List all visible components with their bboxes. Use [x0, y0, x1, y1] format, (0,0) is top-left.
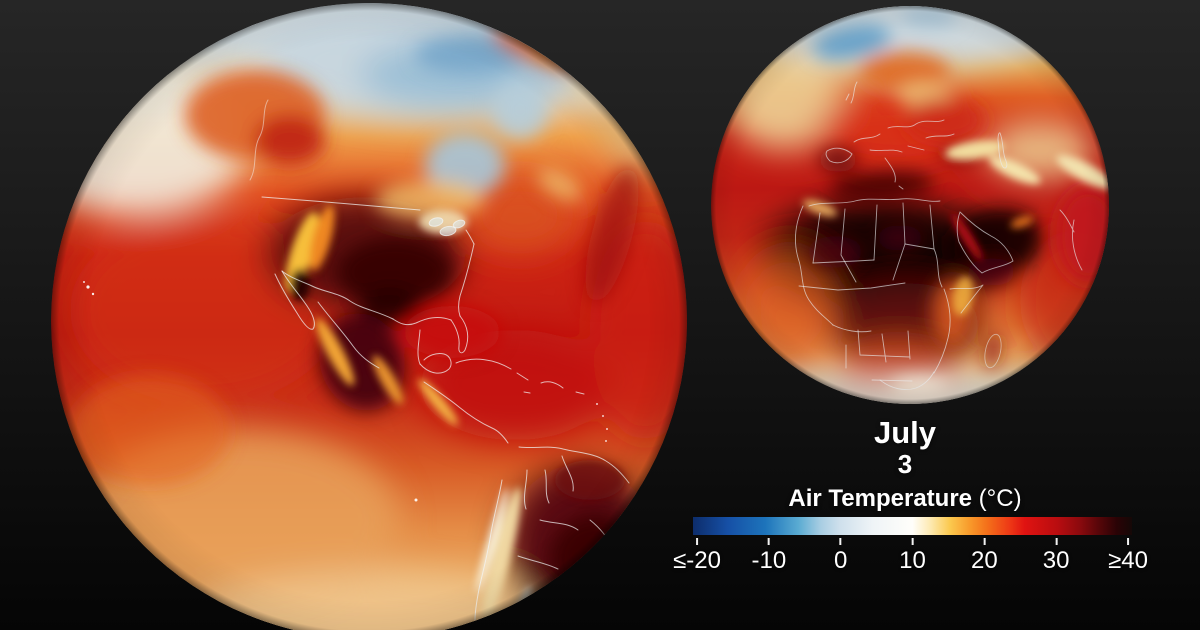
legend-title: Air Temperature (°C) — [788, 485, 1021, 513]
right-globe-rim-shade — [711, 6, 1109, 404]
tick-label: ≤-20 — [673, 547, 721, 574]
legend-title-text: Air Temperature — [788, 485, 973, 512]
colorbar-tick: 30 — [1043, 538, 1070, 575]
colorbar-ticks: ≤-20 -10 0 10 20 30 ≥40 — [673, 538, 1148, 578]
colorbar-tick: 0 — [834, 538, 847, 575]
legend-date-day: 3 — [897, 449, 913, 479]
tick-label: ≥40 — [1108, 547, 1148, 574]
tick-label: 20 — [970, 547, 998, 574]
colorbar-tick: 10 — [899, 538, 926, 575]
colorbar-tick: 20 — [971, 538, 998, 575]
tick-mark — [695, 538, 698, 545]
colorbar-tick: ≤-20 — [673, 538, 721, 575]
tick-label: 10 — [899, 547, 926, 574]
tick-mark — [767, 538, 770, 545]
tick-label: -10 — [751, 547, 787, 574]
colorbar-tick: ≥40 — [1108, 538, 1148, 575]
tick-label: 0 — [833, 547, 848, 574]
legend-title-units: (°C) — [972, 485, 1022, 512]
tick-mark — [1055, 538, 1058, 545]
tick-mark — [839, 538, 842, 545]
tick-mark — [1127, 538, 1129, 545]
tick-label: 30 — [1042, 547, 1070, 574]
legend-date-month: July — [873, 415, 937, 450]
left-globe-rim-shade — [51, 3, 687, 630]
temperature-colorbar — [693, 517, 1132, 535]
tick-mark — [911, 538, 914, 545]
tick-mark — [983, 538, 986, 545]
colorbar-tick: -10 — [751, 538, 786, 575]
